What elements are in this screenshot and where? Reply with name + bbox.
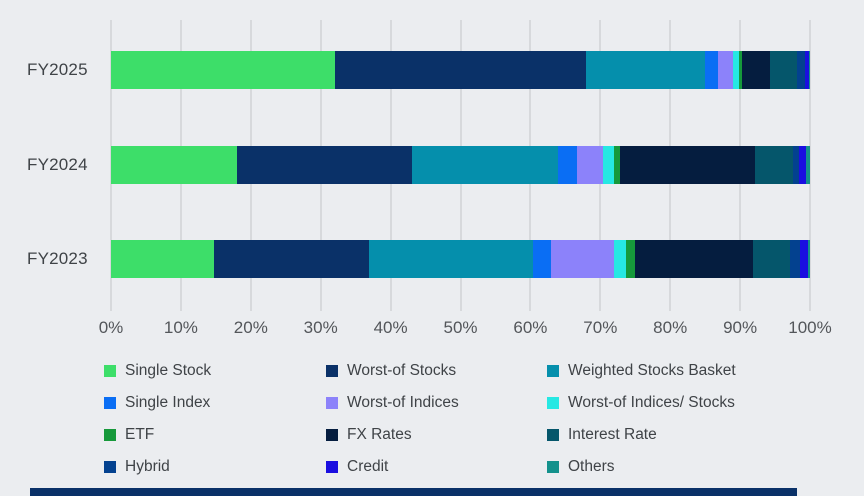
bar-segment	[533, 240, 552, 278]
bar-segment	[334, 51, 587, 89]
legend-swatch-icon	[547, 461, 559, 473]
legend-swatch-icon	[547, 429, 559, 441]
legend-item: Single Index	[104, 394, 326, 412]
bar-segment	[236, 146, 412, 184]
legend-swatch-icon	[326, 461, 338, 473]
legend-label: Others	[568, 458, 615, 475]
bar-fy2025	[111, 51, 810, 89]
bar-segment	[799, 146, 807, 184]
bar-segment	[558, 146, 578, 184]
bar-segment	[790, 240, 801, 278]
x-tick-label: 50%	[443, 318, 478, 337]
footer-accent-bar	[30, 488, 797, 496]
legend-swatch-icon	[104, 397, 116, 409]
x-tick-label: 20%	[233, 318, 268, 337]
bar-segment	[796, 51, 806, 89]
legend-label: FX Rates	[347, 426, 412, 443]
bar-segment	[577, 146, 604, 184]
bar-segment	[800, 240, 808, 278]
category-label: FY2025	[27, 60, 88, 79]
legend-label: Interest Rate	[568, 426, 657, 443]
bar-segment	[755, 146, 794, 184]
x-tick-label: 80%	[653, 318, 688, 337]
bar-segment	[733, 51, 739, 89]
bar-segment	[807, 240, 810, 278]
bar-segment	[742, 51, 771, 89]
category-label: FY2023	[27, 249, 88, 268]
legend-item: Worst-of Indices	[326, 394, 547, 412]
legend-item: Interest Rate	[547, 426, 804, 444]
legend-item: ETF	[104, 426, 326, 444]
bar-segment	[753, 240, 791, 278]
legend-swatch-icon	[326, 429, 338, 441]
bar-segment	[551, 240, 615, 278]
legend-swatch-icon	[547, 397, 559, 409]
legend-label: Single Index	[125, 394, 211, 411]
bar-segment	[586, 51, 706, 89]
legend-item: Credit	[326, 458, 547, 476]
legend-label: Hybrid	[125, 458, 170, 475]
legend-label: Worst-of Stocks	[347, 362, 457, 379]
legend-swatch-icon	[326, 397, 338, 409]
x-tick-label: 0%	[98, 318, 124, 337]
legend-label: Worst-of Indices	[347, 394, 459, 411]
legend-item: Single Stock	[104, 362, 326, 380]
legend-swatch-icon	[326, 365, 338, 377]
legend-label: Worst-of Indices/ Stocks	[568, 394, 735, 411]
bar-segment	[705, 51, 718, 89]
bar-segment	[619, 146, 756, 184]
gridline	[809, 20, 811, 311]
legend-item: Hybrid	[104, 458, 326, 476]
bar-segment	[213, 240, 369, 278]
plot-area	[110, 20, 811, 311]
bar-fy2023	[111, 240, 810, 278]
bar-segment	[111, 240, 214, 278]
bar-segment	[603, 146, 615, 184]
legend-item: Worst-of Indices/ Stocks	[547, 394, 804, 412]
legend-swatch-icon	[104, 365, 116, 377]
bar-segment	[805, 51, 809, 89]
bar-segment	[717, 51, 734, 89]
legend-label: Single Stock	[125, 362, 212, 379]
legend-item: Worst-of Stocks	[326, 362, 547, 380]
bar-segment	[111, 146, 237, 184]
legend-item: FX Rates	[326, 426, 547, 444]
legend-item: Others	[547, 458, 804, 476]
x-tick-label: 70%	[583, 318, 618, 337]
legend-swatch-icon	[547, 365, 559, 377]
category-label: FY2024	[27, 155, 88, 174]
legend-label: ETF	[125, 426, 155, 443]
legend-label: Credit	[347, 458, 389, 475]
legend-swatch-icon	[104, 429, 116, 441]
bar-segment	[614, 146, 620, 184]
x-tick-label: 40%	[373, 318, 408, 337]
bar-segment	[770, 51, 797, 89]
x-tick-label: 30%	[303, 318, 338, 337]
bar-segment	[806, 146, 810, 184]
x-tick-label: 100%	[788, 318, 832, 337]
legend-item: Weighted Stocks Basket	[547, 362, 804, 380]
bar-segment	[411, 146, 559, 184]
bar-segment	[793, 146, 800, 184]
bar-segment	[738, 51, 743, 89]
bar-fy2024	[111, 146, 810, 184]
bar-segment	[614, 240, 627, 278]
bar-segment	[626, 240, 635, 278]
x-tick-label: 60%	[513, 318, 548, 337]
legend: Single Stock Worst-of Stocks Weighted Stoc…	[104, 355, 804, 483]
x-tick-label: 10%	[163, 318, 198, 337]
bar-segment	[808, 51, 810, 89]
bar-segment	[634, 240, 754, 278]
legend-label: Weighted Stocks Basket	[568, 362, 736, 379]
x-tick-label: 90%	[723, 318, 758, 337]
bar-segment	[111, 51, 335, 89]
legend-swatch-icon	[104, 461, 116, 473]
bar-segment	[368, 240, 534, 278]
